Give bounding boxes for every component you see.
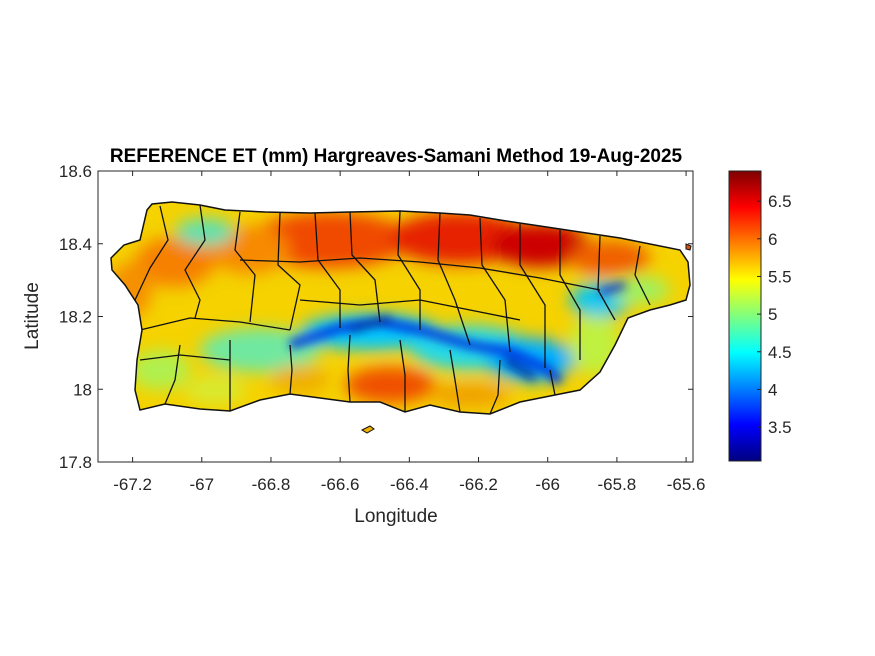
y-tick-label: 17.8 <box>59 453 92 472</box>
et-heat-field <box>111 202 690 414</box>
municipality-boundaries <box>134 204 651 414</box>
x-tick-label: -66.4 <box>390 475 429 494</box>
x-tick-label: -66.6 <box>321 475 360 494</box>
colorbar-tick-label: 6.5 <box>768 192 792 211</box>
colorbar-tick-label: 6 <box>768 230 777 249</box>
x-axis-label: Longitude <box>354 506 437 527</box>
islet-caja-de-muertos <box>360 425 375 434</box>
x-tick-label: -66 <box>535 475 560 494</box>
x-tick-label: -67 <box>189 475 214 494</box>
y-axis-label: Latitude <box>22 282 43 350</box>
colorbar <box>728 170 762 462</box>
y-tick-label: 18 <box>73 380 92 399</box>
colorbar-tick-label: 5 <box>768 305 777 324</box>
y-tick-label: 18.2 <box>59 308 92 327</box>
x-axis-ticks: -67.2 -67 -66.8 -66.6 -66.4 -66.2 -66 -65.8 -65.… <box>113 171 705 494</box>
x-tick-label: -66.8 <box>252 475 291 494</box>
y-axis-ticks: 17.8 18 18.2 18.4 18.6 <box>59 162 693 472</box>
x-tick-label: -67.2 <box>113 475 152 494</box>
colorbar-tick-label: 3.5 <box>768 418 792 437</box>
x-tick-label: -65.6 <box>667 475 706 494</box>
colorbar-tick-label: 4 <box>768 380 777 399</box>
chart-title: REFERENCE ET (mm) Hargreaves-Samani Meth… <box>110 146 683 167</box>
colorbar-tick-label: 4.5 <box>768 343 792 362</box>
x-tick-label: -66.2 <box>459 475 498 494</box>
x-tick-label: -65.8 <box>598 475 637 494</box>
colorbar-ticks: 3.5 4 4.5 5 5.5 6 6.5 <box>757 192 792 437</box>
colorbar-tick-label: 5.5 <box>768 267 792 286</box>
y-tick-label: 18.6 <box>59 162 92 181</box>
islet-east <box>685 243 692 251</box>
y-tick-label: 18.4 <box>59 235 92 254</box>
